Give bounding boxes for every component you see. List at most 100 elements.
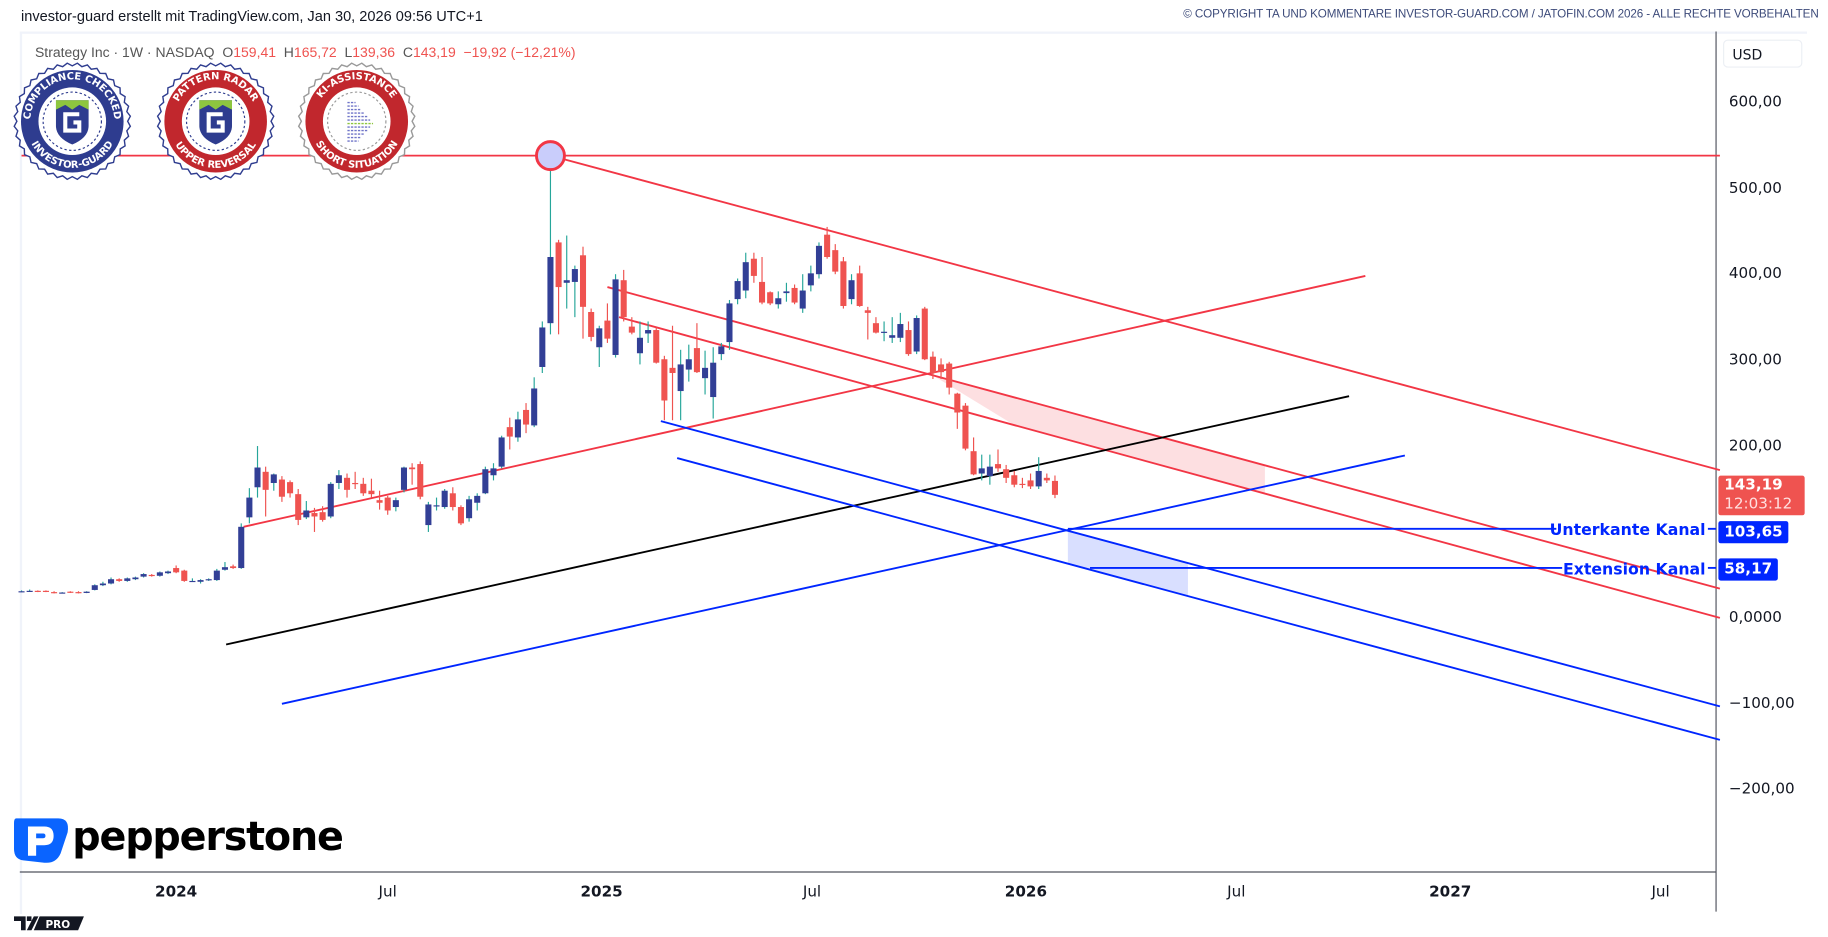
candle-body	[824, 234, 831, 258]
candle	[295, 488, 302, 526]
candle-body	[702, 367, 709, 379]
level-label-unterkante[interactable]: Unterkante Kanal	[1549, 521, 1706, 540]
candle	[34, 590, 41, 593]
level-price-unterkante: 103,65	[1718, 521, 1789, 544]
candle	[1051, 475, 1058, 499]
candle	[1019, 477, 1026, 489]
candle	[970, 437, 977, 476]
candle	[392, 497, 399, 512]
candle-body	[620, 280, 627, 318]
tradingview-pro-logo-icon: PRO	[13, 916, 84, 931]
candle-body	[775, 298, 782, 305]
candle	[628, 317, 635, 335]
candle-body	[783, 291, 790, 294]
close-label: C	[402, 44, 413, 61]
candle-body	[596, 328, 603, 348]
candle	[311, 507, 318, 532]
candle-body	[238, 526, 245, 569]
candle	[51, 591, 58, 594]
candle	[946, 361, 953, 395]
candle	[815, 242, 823, 279]
candle-body	[99, 583, 106, 586]
candle-body	[67, 591, 74, 593]
candle-body	[612, 279, 619, 355]
peak-circle-marker	[535, 140, 566, 172]
candle	[327, 482, 334, 519]
candle	[767, 291, 774, 306]
candle	[636, 321, 643, 365]
candle	[783, 282, 790, 302]
candle-body	[140, 574, 147, 577]
candle	[807, 265, 814, 292]
candle-body	[368, 490, 375, 495]
time-tick-label: 2024	[155, 883, 198, 902]
candle-body	[750, 258, 757, 276]
candle	[254, 446, 261, 498]
red-channel-zone	[932, 375, 1265, 494]
candle-body	[815, 245, 823, 275]
time-tick-label: 2027	[1429, 883, 1472, 902]
candle	[685, 344, 692, 382]
candle-body	[311, 513, 318, 517]
price-tick-label: 300,00	[1728, 351, 1782, 369]
candle	[75, 591, 82, 594]
candle	[376, 490, 383, 510]
candle	[864, 306, 871, 340]
last-price-label: 143,19 12:03:12	[1718, 475, 1805, 516]
candle-body	[335, 475, 342, 483]
chart-pane[interactable]	[19, 31, 1807, 914]
candle-body	[864, 310, 871, 313]
candle-body	[734, 281, 741, 300]
candle	[108, 577, 115, 585]
candle-body	[588, 312, 595, 337]
candle	[482, 466, 489, 495]
candle-body	[18, 591, 25, 593]
high-value: 165,72	[293, 44, 337, 61]
candle	[287, 480, 294, 498]
black-trend-line	[225, 395, 1350, 646]
candle-body	[42, 590, 49, 592]
candle-body	[555, 242, 562, 288]
candle	[824, 226, 831, 259]
markers	[535, 140, 566, 172]
candle-body	[897, 324, 904, 338]
currency-button[interactable]: USD	[1723, 39, 1803, 68]
candle-body	[1043, 477, 1050, 481]
candle	[1035, 457, 1042, 489]
candle	[563, 235, 570, 309]
price-tick-label: 400,00	[1728, 265, 1782, 283]
candles	[18, 151, 1058, 594]
candle-body	[164, 571, 172, 574]
candle	[710, 347, 717, 419]
candle	[994, 449, 1002, 472]
candle	[498, 435, 505, 469]
candle-body	[205, 579, 212, 581]
candle-body	[742, 262, 749, 291]
candle-body	[693, 348, 700, 373]
level-label-extension[interactable]: Extension Kanal	[1562, 560, 1706, 580]
symbol-name[interactable]: Strategy Inc · 1W · NASDAQ	[34, 44, 215, 61]
candle-body	[913, 318, 920, 352]
candle	[197, 579, 204, 584]
candle-body	[51, 592, 58, 594]
candle-body	[848, 280, 855, 300]
candle-body	[758, 281, 766, 303]
badge-dotted-ring	[42, 91, 103, 151]
candle-body	[636, 337, 643, 354]
candle	[262, 466, 269, 517]
candle	[59, 592, 66, 594]
time-tick-label: Jul	[378, 883, 397, 902]
candle-body	[181, 570, 188, 581]
candle-body	[457, 507, 464, 524]
time-tick-label: Jul	[1651, 883, 1670, 902]
last-price: 143,19	[1724, 476, 1783, 495]
candle	[612, 274, 619, 358]
low-label: L	[344, 44, 353, 61]
candle	[726, 299, 733, 350]
blue-target-zone	[1067, 530, 1188, 597]
bar-countdown: 12:03:12	[1724, 495, 1793, 513]
candle	[156, 571, 163, 577]
